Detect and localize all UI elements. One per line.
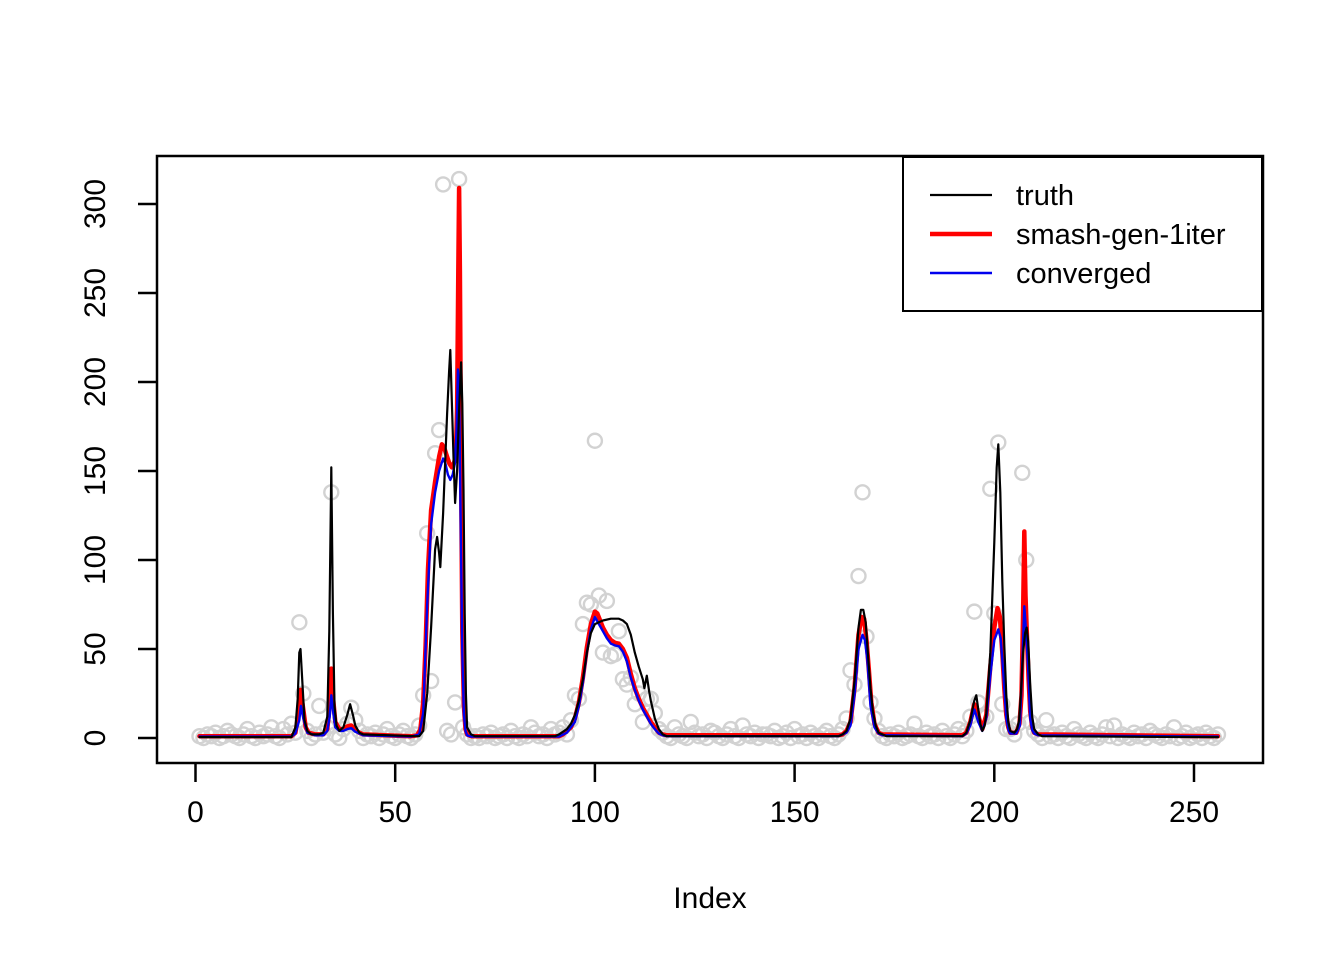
scatter-point: [1089, 729, 1107, 747]
scatter-point: [682, 713, 699, 731]
x-axis-label: Index: [673, 882, 746, 915]
scatter-point: [331, 729, 348, 747]
x-tick-label: 50: [379, 796, 412, 829]
scatter-point: [1153, 729, 1171, 747]
y-tick-label: 50: [79, 632, 112, 665]
scatter-point: [854, 484, 871, 501]
plot-border: [155, 154, 1265, 765]
scatter-point: [434, 176, 452, 193]
scatter-point: [1006, 726, 1023, 743]
series-lines: [197, 185, 1221, 739]
scatter-point: [714, 729, 731, 747]
y-tick-label: 250: [79, 268, 112, 318]
scatter-point: [606, 646, 624, 663]
y-tick-label: 300: [79, 179, 112, 229]
legend: truth smash-gen-1iter converged: [902, 156, 1263, 312]
scatter-point: [982, 480, 999, 497]
y-tick-label: 100: [79, 535, 112, 585]
legend-label: converged: [1016, 258, 1151, 290]
scatter-point: [598, 592, 616, 610]
scatter-point: [594, 644, 612, 661]
scatter-point: [1014, 464, 1031, 481]
scatter-point: [442, 726, 460, 743]
scatter-point: [430, 421, 448, 439]
scatter-point: [1109, 729, 1127, 747]
scatter-point: [582, 596, 600, 613]
scatter-point: [438, 722, 456, 740]
scatter-point: [958, 722, 975, 740]
scatter-point: [311, 697, 328, 715]
scatter-point: [450, 170, 468, 188]
y-tick-label: 0: [79, 730, 112, 747]
x-tick-label: 100: [570, 796, 620, 829]
scatter-point: [734, 717, 751, 734]
y-tick-label: 150: [79, 446, 112, 496]
scatter-point: [994, 695, 1011, 713]
scatter-point: [750, 729, 767, 747]
legend-label: truth: [1016, 180, 1074, 212]
scatter-point: [418, 525, 436, 542]
x-tick-label: 200: [969, 796, 1019, 829]
x-tick-label: 250: [1169, 796, 1219, 829]
series-line-truth: [198, 348, 1220, 739]
scatter-point: [850, 567, 867, 585]
legend-label: smash-gen-1iter: [1016, 219, 1226, 251]
scatter-point: [642, 690, 660, 708]
scatter-point: [966, 603, 983, 620]
scatter-point: [1061, 729, 1079, 747]
series-line-converged: [198, 368, 1220, 738]
scatter-point: [446, 694, 464, 711]
scatter-points: [191, 170, 1227, 747]
scatter-point: [610, 623, 628, 640]
axis-ticks: 0 50 100 150 200 250 0 50 100 150 200 250 300: [79, 179, 1219, 829]
scatter-point: [942, 729, 959, 747]
x-tick-label: 150: [770, 796, 820, 829]
scatter-point: [1038, 712, 1055, 729]
scatter-point: [662, 729, 679, 747]
scatter-point: [371, 729, 388, 747]
scatter-point: [586, 432, 604, 449]
y-tick-label: 200: [79, 357, 112, 407]
scatter-point: [291, 614, 308, 631]
x-tick-label: 0: [187, 796, 204, 829]
scatter-point: [826, 729, 843, 747]
